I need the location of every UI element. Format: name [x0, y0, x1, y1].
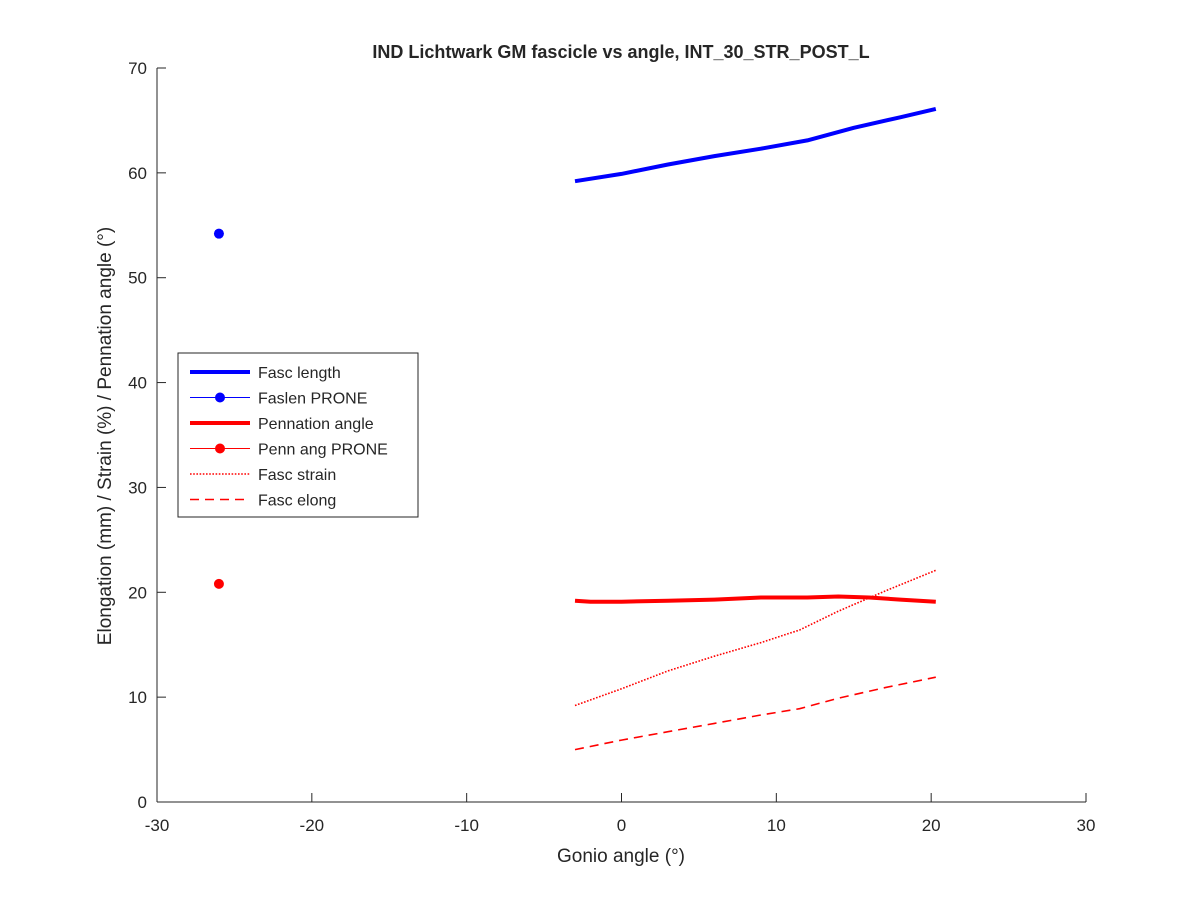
- x-tick-label: 20: [922, 816, 941, 835]
- x-tick-label: -10: [454, 816, 479, 835]
- series-line-fasc-elong: [574, 676, 936, 751]
- x-axis-label: Gonio angle (°): [557, 846, 685, 867]
- legend-swatch-marker: [215, 443, 225, 454]
- legend-box: [177, 352, 419, 518]
- legend-swatch-marker: [215, 392, 225, 403]
- legend-label: Fasc strain: [258, 467, 336, 484]
- x-tick-label: -20: [300, 816, 325, 835]
- chart-title: IND Lichtwark GM fascicle vs angle, INT_…: [372, 42, 869, 62]
- legend-entry-penn-ang-prone: Penn ang PRONE: [190, 442, 388, 459]
- y-tick-label: 70: [128, 59, 147, 78]
- y-tick-label: 50: [128, 269, 147, 288]
- y-tick-label: 0: [138, 793, 147, 812]
- legend-label: Pennation angle: [258, 416, 374, 433]
- legend-entry-fasc-elong: Fasc elong: [190, 493, 336, 510]
- y-tick-label: 40: [128, 374, 147, 393]
- legend-entry-fasc-length: Fasc length: [190, 365, 341, 382]
- y-tick-label: 30: [128, 478, 147, 497]
- x-tick-label: 10: [767, 816, 786, 835]
- legend-label: Penn ang PRONE: [258, 442, 388, 459]
- series-line-fasc-strain: [574, 569, 937, 707]
- series-point-penn-ang-prone: [213, 578, 224, 589]
- plot-area: [213, 106, 937, 751]
- legend-label: Fasc elong: [258, 493, 336, 510]
- legend-entry-fasc-strain: Fasc strain: [190, 467, 336, 484]
- legend-label: Fasc length: [258, 365, 341, 382]
- y-tick-label: 10: [128, 688, 147, 707]
- axes: -30 -20 -10 0 10 20 30 0 10 20 30 40 50 60 70: [128, 59, 1095, 835]
- legend-entry-faslen-prone: Faslen PRONE: [190, 391, 367, 408]
- legend: Fasc length Faslen PRONE Pennation angle Pe…: [177, 352, 419, 518]
- y-tick-label: 20: [128, 583, 147, 602]
- series-line-pennation-angle: [574, 594, 936, 604]
- x-tick-label: -30: [145, 816, 170, 835]
- series-point-faslen-prone: [213, 228, 224, 239]
- legend-label: Faslen PRONE: [258, 391, 367, 408]
- legend-entry-pennation-angle: Pennation angle: [190, 416, 374, 433]
- x-tick-label: 30: [1077, 816, 1096, 835]
- y-axis-label: Elongation (mm) / Strain (%) / Pennation…: [95, 227, 116, 645]
- x-tick-label: 0: [617, 816, 626, 835]
- y-tick-label: 60: [128, 164, 147, 183]
- series-line-fasc-length: [574, 106, 937, 184]
